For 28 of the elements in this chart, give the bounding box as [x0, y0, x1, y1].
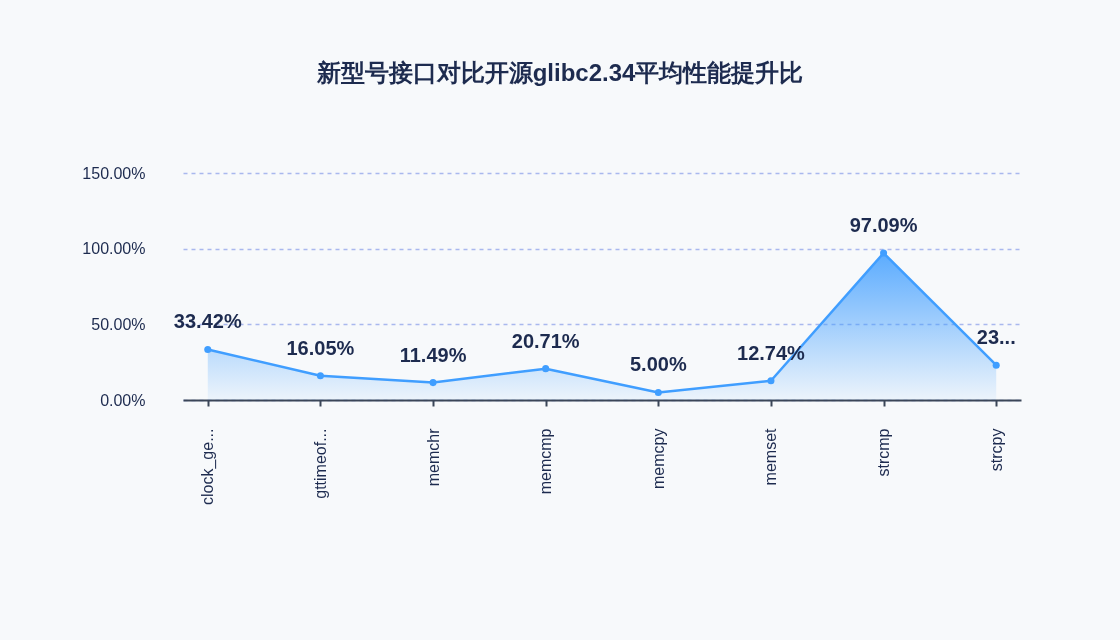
point: [542, 365, 550, 373]
point: [880, 249, 888, 257]
point: [767, 377, 775, 385]
x-tick-label: memcpy: [649, 428, 667, 489]
point: [316, 372, 324, 380]
data-label: 97.09%: [849, 214, 918, 237]
data-label: 23...: [976, 326, 1016, 349]
point: [654, 388, 662, 396]
point: [204, 345, 212, 353]
data-label: 11.49%: [399, 343, 467, 366]
data-label: 5.00%: [629, 353, 687, 376]
x-tick-label: memcmp: [537, 428, 555, 495]
x-tick-label: memchr: [424, 427, 442, 487]
y-tick-label: 150.00%: [82, 164, 146, 182]
y-tick-label: 0.00%: [100, 391, 146, 409]
y-tick-label: 100.00%: [82, 240, 146, 258]
x-tick-label: clock_ge...: [199, 428, 218, 505]
data-label: 16.05%: [286, 336, 355, 359]
y-tick-label: 50.00%: [91, 315, 146, 333]
data-label: 33.42%: [173, 310, 242, 333]
x-tick-label: strcpy: [987, 428, 1005, 472]
chart-title: 新型号接口对比开源glibc2.34平均性能提升比: [315, 59, 804, 86]
point: [992, 361, 1000, 369]
x-tick-label: gttimeof...: [311, 428, 329, 499]
x-tick-label: memset: [762, 427, 780, 486]
data-label: 20.71%: [511, 329, 580, 352]
x-tick-label: strcmp: [875, 428, 893, 477]
point: [429, 379, 437, 387]
